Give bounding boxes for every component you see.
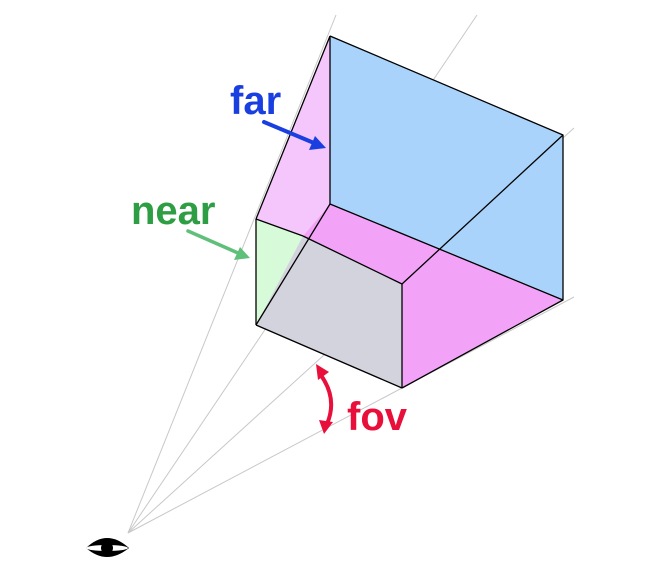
frustum-edges — [255, 35, 564, 389]
eye-icon — [86, 538, 129, 557]
top-edge — [255, 35, 331, 220]
fov-label: fov — [347, 395, 408, 439]
far-plane — [330, 36, 563, 300]
fov-arc-arrow — [316, 364, 334, 434]
near-bottom-edge — [255, 324, 403, 389]
near-arrow — [186, 229, 250, 260]
far-label: far — [230, 79, 281, 123]
far-plane-edge — [329, 35, 564, 389]
frustum-side-face-bottom — [303, 204, 563, 388]
view-ray-top — [127, 14, 337, 534]
far-bottom-edge — [329, 203, 564, 301]
near-mid-edge — [302, 235, 403, 285]
near-plane-bottom — [256, 236, 402, 388]
inner-diagonal — [255, 203, 331, 326]
far-arrow — [262, 120, 326, 150]
near-plane — [256, 219, 303, 325]
view-ray-lower — [127, 296, 575, 534]
frustum-diagonal — [401, 134, 564, 285]
near-top-edge — [255, 218, 304, 237]
near-label: near — [131, 189, 216, 233]
